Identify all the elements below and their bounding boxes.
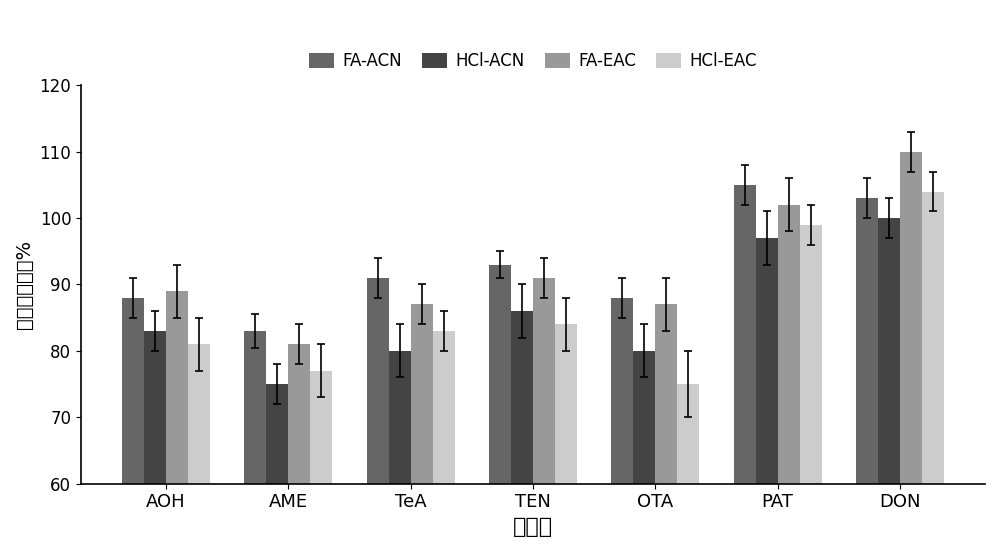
Bar	[555, 325, 577, 484]
Bar	[244, 331, 266, 484]
Bar	[778, 205, 800, 484]
Bar	[411, 304, 433, 484]
Bar	[756, 238, 778, 484]
Bar	[533, 278, 555, 484]
Bar	[188, 344, 210, 484]
Bar	[800, 225, 822, 484]
Bar	[310, 371, 332, 484]
Bar	[288, 344, 310, 484]
X-axis label: 化合物: 化合物	[513, 517, 553, 537]
Bar	[677, 384, 699, 484]
Bar	[655, 304, 677, 484]
Bar	[511, 311, 533, 484]
Bar	[367, 278, 389, 484]
Bar	[900, 152, 922, 484]
Bar	[389, 351, 411, 484]
Bar	[734, 185, 756, 484]
Bar	[166, 291, 188, 484]
Legend: FA-ACN, HCl-ACN, FA-EAC, HCl-EAC: FA-ACN, HCl-ACN, FA-EAC, HCl-EAC	[303, 46, 763, 77]
Bar	[144, 331, 166, 484]
Bar	[122, 298, 144, 484]
Bar	[856, 198, 878, 484]
Bar	[633, 351, 655, 484]
Bar	[922, 192, 944, 484]
Bar	[878, 218, 900, 484]
Bar	[489, 264, 511, 484]
Bar	[611, 298, 633, 484]
Bar	[266, 384, 288, 484]
Y-axis label: 提取回收率，%: 提取回收率，%	[15, 240, 34, 329]
Bar	[433, 331, 455, 484]
